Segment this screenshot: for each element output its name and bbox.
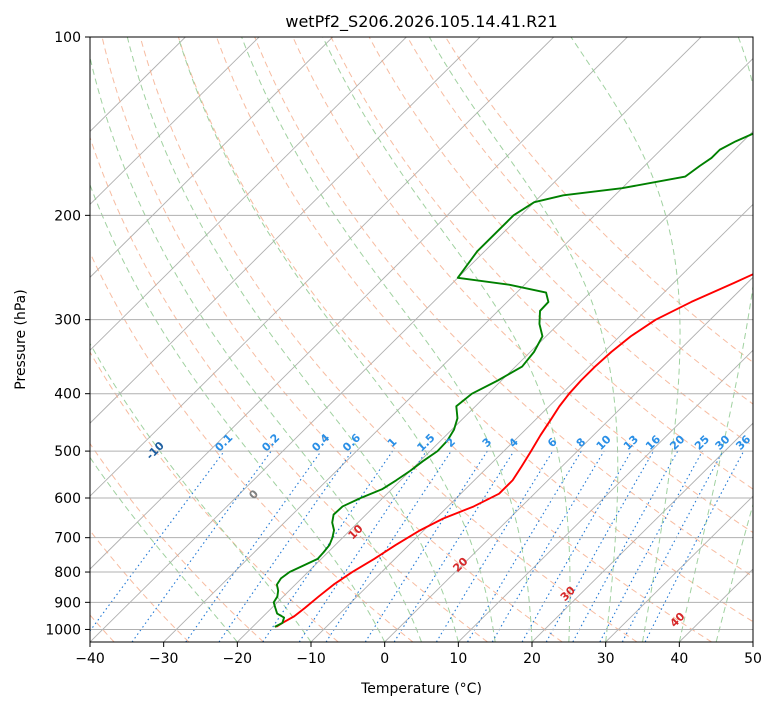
isotherm-line (384, 276, 753, 642)
dry-adiabat-line (139, 37, 638, 642)
x-tick-label: 30 (597, 651, 615, 667)
isotherm-line (90, 37, 407, 351)
x-tick-label: 50 (744, 651, 762, 667)
x-tick-label: −40 (75, 651, 105, 667)
mixing-ratio-line (185, 450, 322, 642)
mixing-ratio-line (393, 450, 515, 642)
moist-adiabat-line (241, 37, 533, 642)
y-tick-label: 700 (54, 531, 81, 547)
mixing-ratio-line (435, 450, 554, 642)
dry-adiabat-line (406, 37, 753, 405)
dewpoint-profile (272, 132, 753, 628)
mixing-ratio-line (298, 450, 427, 642)
isotherm-line (458, 349, 753, 642)
isotherm-line (531, 422, 753, 642)
y-axis-label: Pressure (hPa) (13, 289, 29, 389)
isotherm-line (163, 57, 753, 642)
isotherm-line (90, 37, 334, 278)
temperature-profile (275, 273, 753, 628)
isotherm-line (237, 130, 753, 642)
mixing-ratio-line (262, 450, 394, 642)
isotherm-line (605, 495, 753, 642)
x-tick-label: 0 (380, 651, 389, 667)
y-tick-label: 300 (54, 313, 81, 329)
dry-adiabat-line (177, 37, 712, 642)
mixing-ratio-line (218, 450, 353, 642)
mixing-ratio-line (325, 450, 452, 642)
moist-adiabat-line (90, 456, 238, 642)
moist-adiabat-line (715, 502, 753, 642)
plot-frame (89, 36, 754, 643)
x-tick-label: −10 (296, 651, 326, 667)
mixing-ratio-line (364, 450, 488, 642)
dry-adiabat-line (292, 37, 753, 534)
y-tick-label: 200 (54, 208, 81, 224)
mixing-ratio-line (467, 450, 582, 642)
y-tick-label: 800 (54, 565, 81, 581)
x-tick-label: 20 (523, 651, 541, 667)
dry-adiabat-line (101, 37, 563, 642)
x-tick-label: 10 (449, 651, 467, 667)
dry-adiabat-line (216, 37, 753, 623)
dry-adiabat-line (330, 37, 753, 490)
isotherm-line (90, 37, 260, 206)
isotherm-line (90, 37, 702, 642)
y-tick-label: 1000 (45, 622, 81, 638)
x-axis-label: Temperature (°C) (360, 681, 482, 697)
y-tick-label: 500 (54, 444, 81, 460)
dry-adiabat-line (90, 251, 414, 642)
x-tick-label: −30 (149, 651, 179, 667)
moist-adiabat-line (177, 37, 496, 642)
moist-adiabat-line (570, 37, 681, 642)
isotherm-line (310, 203, 753, 642)
dry-adiabat-line (368, 37, 753, 447)
dry-adiabat-line (90, 442, 264, 642)
y-tick-label: 600 (54, 491, 81, 507)
isotherm-line (90, 37, 628, 570)
mixing-ratio-line (599, 450, 703, 642)
mixing-ratio-line (491, 450, 605, 642)
moist-adiabat-line (678, 37, 753, 642)
x-tick-label: 40 (670, 651, 688, 667)
isotherm-line (90, 37, 555, 497)
moist-adiabat-line (90, 183, 386, 642)
y-tick-label: 100 (54, 30, 81, 46)
chart-title: wetPf2_S206.2026.105.14.41.R21 (285, 12, 557, 32)
moist-adiabat-line (90, 55, 422, 642)
x-tick-label: −20 (223, 651, 253, 667)
moist-adiabat-line (90, 342, 312, 642)
moist-adiabat-line (428, 37, 619, 642)
y-tick-label: 900 (54, 595, 81, 611)
dry-adiabat-line (445, 37, 753, 363)
dry-adiabat-line (90, 135, 488, 642)
dry-adiabat-line (254, 37, 753, 578)
y-tick-label: 400 (54, 387, 81, 403)
